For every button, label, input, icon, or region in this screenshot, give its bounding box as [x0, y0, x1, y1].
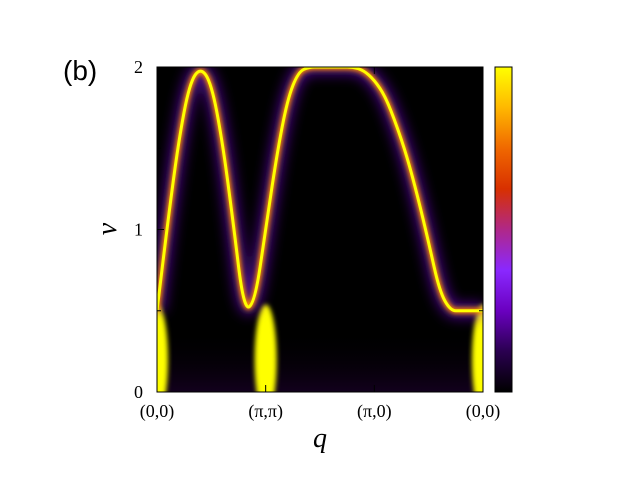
x-tick-label: (0,0): [466, 401, 501, 422]
x-axis-title: q: [313, 423, 327, 454]
continuum-spots: [157, 304, 483, 392]
continuum-spot: [472, 304, 483, 392]
continuum-spot: [254, 304, 277, 392]
continuum-spot: [157, 304, 168, 392]
y-axis-title: ν: [92, 222, 123, 235]
x-tick-label: (π,0): [357, 401, 392, 422]
heatmap-plot: [157, 67, 483, 392]
y-tick-label: 1: [134, 220, 143, 240]
y-ticks: 0 1 2: [134, 57, 483, 402]
low-energy-band: [157, 330, 483, 392]
x-tick-label: (π,π): [248, 401, 283, 422]
panel-label: (b): [63, 55, 97, 86]
colorbar: [494, 66, 513, 393]
x-ticks: (0,0) (π,π) (π,0) (0,0): [140, 67, 501, 422]
x-tick-label: (0,0): [140, 401, 175, 422]
y-tick-label: 2: [134, 57, 143, 77]
y-tick-label: 0: [134, 382, 143, 402]
